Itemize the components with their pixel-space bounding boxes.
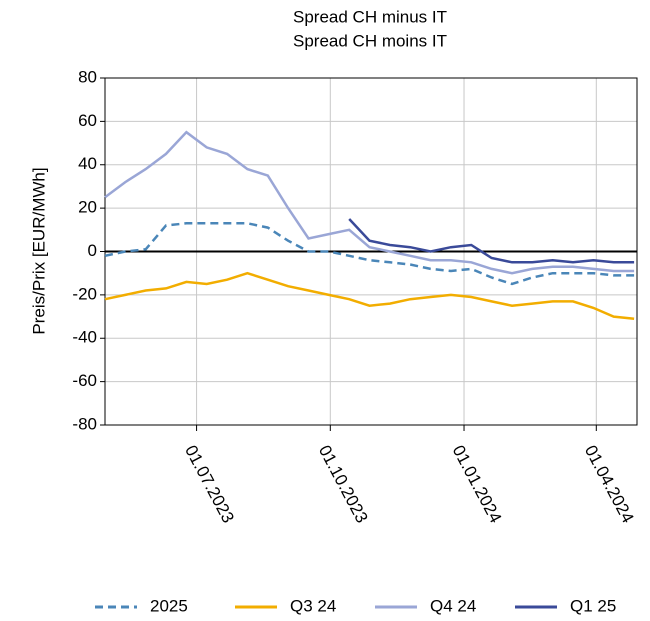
chart-subtitle: Spread CH moins IT (293, 31, 447, 50)
y-tick-label: -40 (72, 328, 97, 347)
y-axis-label: Preis/Prix [EUR/MWh] (29, 167, 48, 334)
x-tick-label: 01.04.2024 (581, 442, 638, 526)
legend-label: Q1 25 (570, 596, 616, 615)
legend-label: Q4 24 (430, 596, 476, 615)
series-line (104, 130, 635, 275)
x-tick-label: 01.01.2024 (449, 442, 506, 526)
y-tick-label: -80 (72, 414, 97, 433)
legend-label: Q3 24 (290, 596, 336, 615)
series-line (104, 271, 635, 320)
series-line (348, 218, 635, 264)
y-tick-label: 40 (78, 154, 97, 173)
plot-frame (104, 77, 638, 426)
y-tick-label: -60 (72, 371, 97, 390)
y-tick-label: 20 (78, 198, 97, 217)
series-line (104, 222, 635, 286)
y-tick-label: -20 (72, 284, 97, 303)
y-tick-label: 60 (78, 111, 97, 130)
y-tick-label: 0 (88, 241, 97, 260)
y-tick-label: 80 (78, 67, 97, 86)
legend-label: 2025 (150, 596, 188, 615)
x-tick-label: 01.07.2023 (181, 442, 238, 526)
chart-title: Spread CH minus IT (293, 7, 447, 26)
x-tick-label: 01.10.2023 (315, 442, 372, 526)
